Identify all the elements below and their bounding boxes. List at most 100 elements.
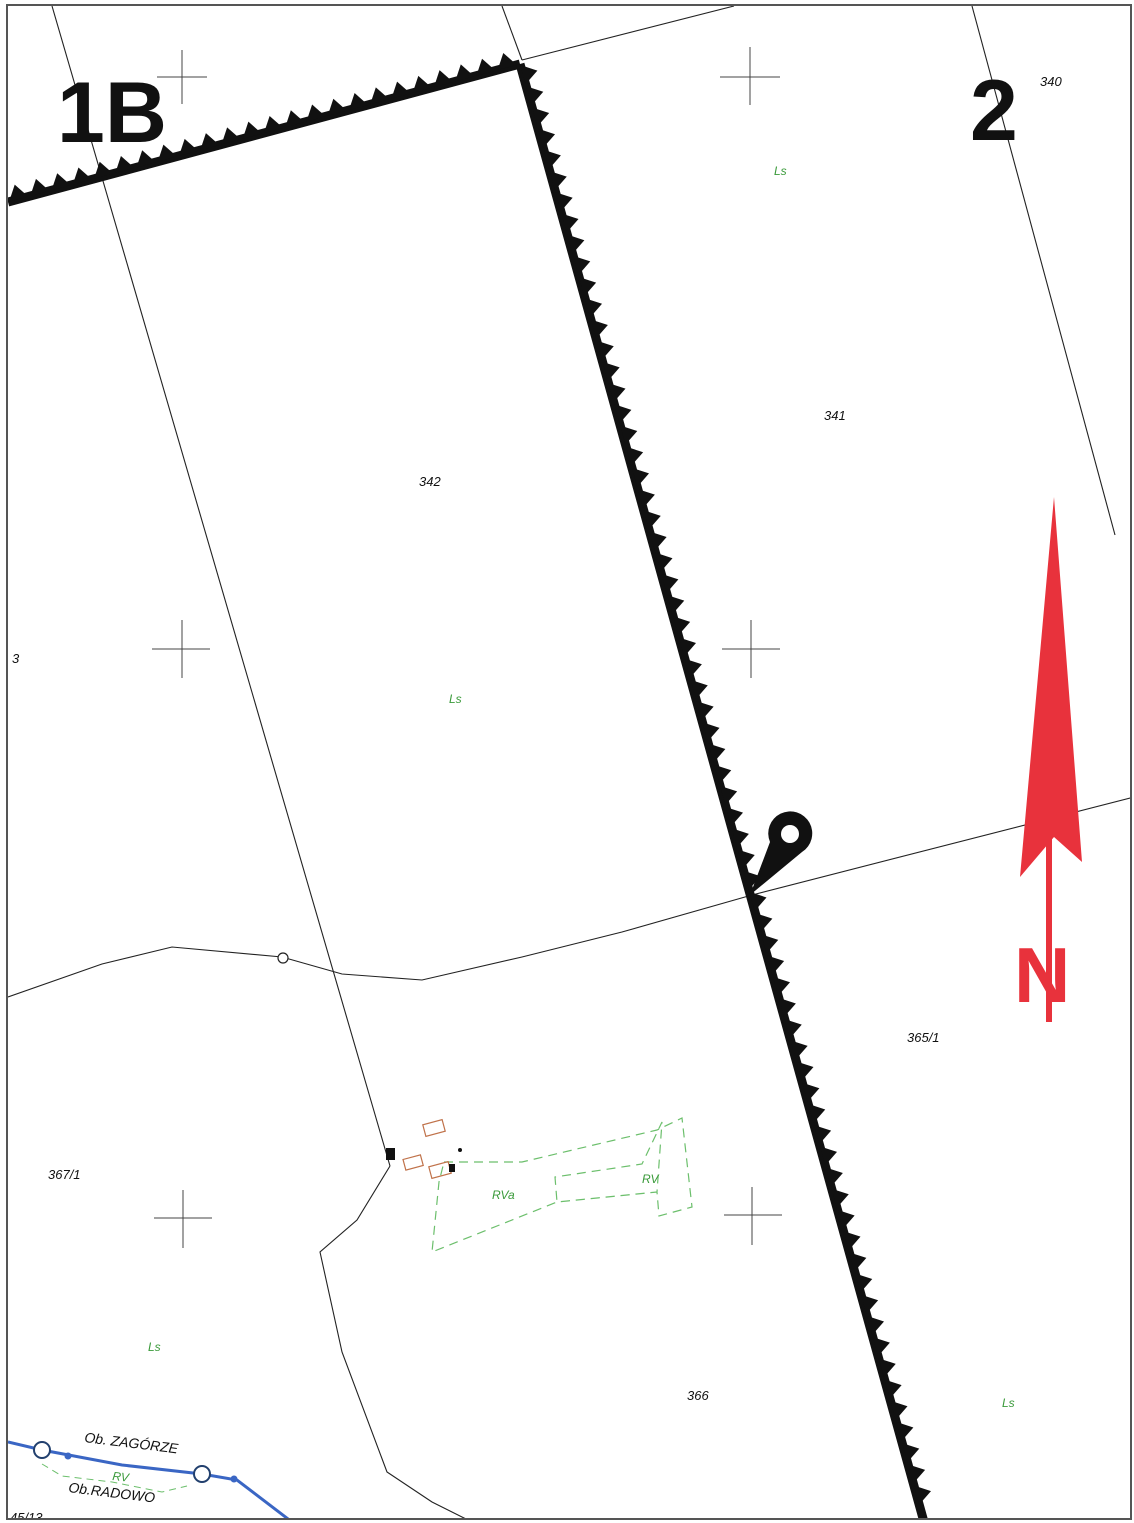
parcel-45-13: 45/13 [10,1510,43,1520]
parcel-366: 366 [687,1388,709,1403]
boundary-tooth [720,785,738,805]
boundary-tooth [584,298,603,318]
boundary-tooth [667,595,685,615]
boundary-tooth [573,255,591,275]
boundary-tooth [327,98,347,116]
land-use-rv: RV [642,1172,659,1186]
map-canvas: 1B 2 N 340 341 342 3 365/1 367/1 366 45/… [8,6,1130,1520]
boundary-tooth [649,531,667,551]
boundary-tooth [532,107,550,127]
boundary-tooth [678,637,697,657]
boundary-tooth [761,934,779,954]
boundary-tooth [620,425,638,445]
boundary-tooth [537,128,556,148]
parcel-lines [8,6,1130,1518]
location-pin-icon[interactable] [750,811,813,895]
boundary-tooth [837,1209,855,1230]
boundary-tooth [391,81,411,99]
boundary-tooth [796,1061,814,1081]
boundary-tooth [802,1082,820,1102]
boundary-teeth [9,52,931,1505]
boundary-tooth [614,404,632,424]
map-frame: 1B 2 N 340 341 342 3 365/1 367/1 366 45/… [6,4,1132,1520]
parcel-365-1: 365/1 [907,1030,940,1045]
boundary-tooth [696,701,714,721]
boundary-tooth [872,1337,890,1357]
boundary-tooth [631,467,650,487]
boundary-tooth [896,1421,914,1442]
boundary-tooth [242,121,262,139]
precinct-boundary [8,1440,290,1518]
boundary-tooth [902,1443,920,1463]
boundary-tooth [285,110,305,128]
boundary-tooth [861,1294,879,1314]
boundary-tooth [626,446,644,466]
boundary-tooth [913,1485,931,1505]
boundary-tooth [526,86,544,106]
boundary-tooth [549,171,567,191]
boundary-tooth [714,764,732,784]
north-letter: N [1014,931,1070,1019]
boundary-tooth [602,361,620,381]
boundary-tooth [855,1273,873,1293]
boundary-tooth [884,1379,902,1399]
boundary-tooth [51,173,71,191]
boundary-tooth [908,1464,926,1484]
land-use-ls: Ls [449,692,462,706]
land-use-rv: RV [112,1469,131,1485]
buildings [402,1118,452,1180]
boundary-tooth [157,144,177,162]
boundary-tooth [136,150,156,168]
sheet-label-right: 2 [970,63,1018,159]
boundary-tooth [725,807,744,827]
boundary-tooth [825,1167,843,1187]
boundary-tooth [348,93,369,111]
boundary-tooth [476,58,496,76]
boundary-tooth [814,1125,832,1145]
boundary-tooth [878,1358,896,1378]
boundary-tooth [455,64,475,82]
boundary-tooth [263,115,284,134]
boundary-tooth [819,1146,838,1166]
boundary-tooth [702,722,720,742]
boundary-tooth [497,52,517,71]
boundary-tooth [684,658,702,678]
survey-point [277,952,289,964]
parcel-342: 342 [419,474,441,489]
boundary-tooth [843,1231,861,1251]
boundary-tooth [637,489,655,509]
boundary-tooth [643,510,661,530]
boundary-tooth [772,976,791,996]
parcel-341: 341 [824,408,846,423]
boundary-tooth [655,552,673,572]
boundary-tooth [767,955,785,975]
boundary-tooth [115,156,135,174]
land-use-rva: RVa [492,1188,515,1202]
boundary-tooth [890,1400,908,1420]
sheet-label-left: 1B [57,65,167,161]
boundary-tooth [866,1315,884,1336]
boundary-tooth [708,743,726,763]
boundary-tooth [370,87,390,105]
boundary-tooth [661,573,679,593]
boundary-tooth [555,192,573,212]
boundary-tooth [306,104,326,122]
boundary-tooth [673,616,691,636]
boundary-tooth [590,319,608,339]
parcel-3: 3 [12,651,20,666]
sheet-boundary [8,59,928,1518]
parcel-340: 340 [1040,74,1062,89]
boundary-tooth [412,75,432,93]
registration-crosses [152,47,782,1248]
boundary-tooth [221,127,241,145]
boundary-tooth [596,340,614,360]
boundary-tooth [520,65,538,85]
boundary-tooth [543,149,561,169]
boundary-tooth [579,277,597,297]
boundary-tooth [849,1252,867,1272]
parcel-367-1: 367/1 [48,1167,81,1182]
boundary-tooth [608,383,626,403]
boundary-tooth [749,891,767,911]
boundary-tooth [743,870,761,890]
boundary-tooth [731,828,749,848]
